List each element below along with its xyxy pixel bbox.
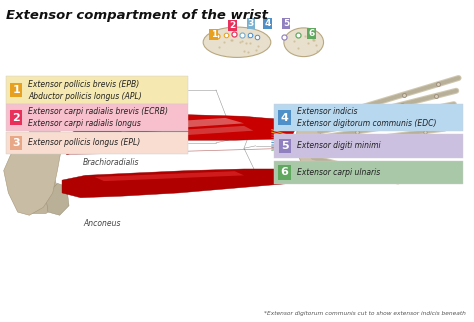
Text: 1: 1: [12, 85, 20, 95]
Ellipse shape: [203, 27, 271, 57]
Text: Abductor pollicis longus (APL): Abductor pollicis longus (APL): [28, 92, 142, 101]
Polygon shape: [4, 121, 62, 215]
Text: Extensor digiti minimi: Extensor digiti minimi: [297, 141, 380, 150]
FancyBboxPatch shape: [6, 76, 188, 104]
Text: Extensor pollicis longus (EPL): Extensor pollicis longus (EPL): [28, 138, 141, 147]
Text: 3: 3: [248, 19, 254, 28]
Text: 4: 4: [264, 19, 271, 28]
FancyBboxPatch shape: [274, 105, 463, 131]
Text: Extensor digitorum communis (EDC): Extensor digitorum communis (EDC): [297, 119, 436, 128]
Polygon shape: [20, 171, 57, 214]
Polygon shape: [46, 183, 69, 215]
Text: 2: 2: [229, 21, 236, 30]
FancyBboxPatch shape: [6, 132, 188, 154]
FancyBboxPatch shape: [274, 134, 463, 158]
Text: 5: 5: [283, 19, 289, 28]
Text: 2: 2: [12, 113, 20, 123]
Ellipse shape: [296, 116, 322, 171]
Text: Extensor carpi radialis brevis (ECRB): Extensor carpi radialis brevis (ECRB): [28, 107, 168, 116]
Text: 5: 5: [281, 141, 288, 151]
Text: Brachioradialis: Brachioradialis: [83, 158, 139, 167]
Text: 4: 4: [281, 113, 289, 123]
Text: 6: 6: [281, 167, 289, 177]
Polygon shape: [104, 118, 244, 132]
Text: 6: 6: [309, 29, 315, 38]
Text: Extensor carpi radialis longus: Extensor carpi radialis longus: [28, 119, 141, 128]
Ellipse shape: [284, 28, 324, 57]
Text: 1: 1: [210, 30, 217, 39]
FancyBboxPatch shape: [6, 105, 188, 131]
Text: Extensor carpi ulnaris: Extensor carpi ulnaris: [297, 168, 380, 177]
FancyBboxPatch shape: [274, 161, 463, 184]
Text: *Extensor digitorum communis cut to show extensor indicis beneath: *Extensor digitorum communis cut to show…: [264, 311, 465, 316]
Text: Extensor indicis: Extensor indicis: [297, 107, 357, 116]
Polygon shape: [62, 115, 295, 155]
Text: Extensor pollicis brevis (EPB): Extensor pollicis brevis (EPB): [28, 80, 140, 89]
Polygon shape: [62, 169, 295, 198]
Polygon shape: [95, 171, 244, 181]
Text: Extensor compartment of the wrist: Extensor compartment of the wrist: [6, 9, 268, 22]
Text: 3: 3: [12, 138, 20, 148]
Polygon shape: [132, 126, 253, 138]
Text: Anconeus: Anconeus: [83, 219, 120, 228]
